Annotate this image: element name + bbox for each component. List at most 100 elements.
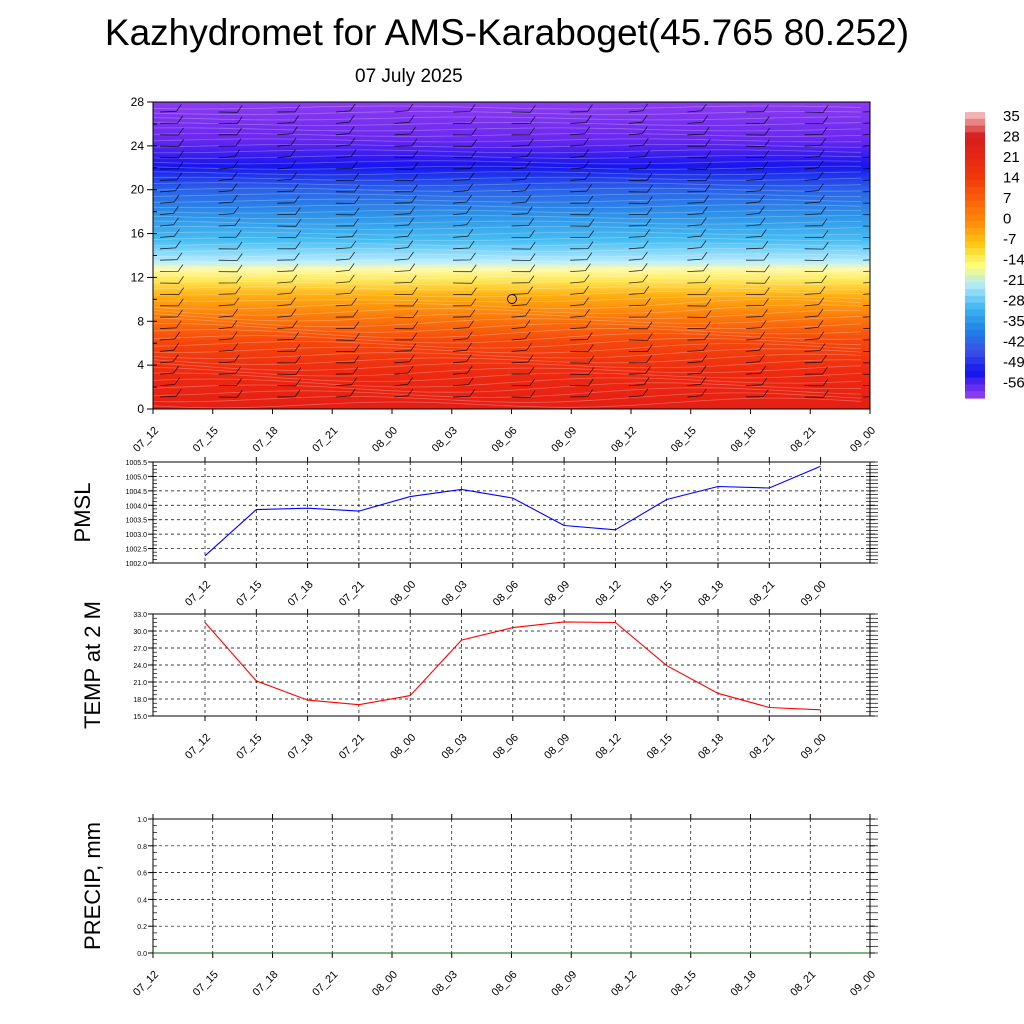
y-tick-label: 1.0: [137, 817, 147, 824]
wind-barb: [687, 310, 712, 318]
wind-barb: [628, 366, 651, 375]
wind-barb: [687, 184, 711, 193]
x-tick-label: 08_18: [696, 579, 726, 609]
wind-barb: [277, 252, 300, 261]
wind-barb: [159, 194, 180, 204]
wind-barb: [745, 229, 767, 238]
wind-barb: [745, 240, 769, 250]
contour-line: [153, 121, 862, 126]
colorbar-swatch: [965, 159, 985, 168]
wind-barb: [745, 172, 767, 181]
wind-barb: [218, 320, 238, 329]
wind-barb: [570, 285, 589, 295]
wind-barb: [335, 149, 357, 158]
contour-line: [153, 209, 862, 214]
wind-barb: [570, 149, 589, 158]
wind-barb: [804, 331, 825, 341]
wind-barb: [745, 320, 767, 329]
x-tick-label: 07_21: [310, 425, 340, 455]
wind-barb: [922, 218, 944, 226]
colorbar-label: -35: [1003, 313, 1024, 330]
wind-barb: [922, 127, 941, 135]
colorbar: 35 28 21 14 7 0 -7 -14 -21 -28 -35 -42 -49 -56: [965, 108, 1024, 399]
wind-barb: [335, 229, 358, 238]
contour-line: [153, 328, 862, 339]
wind-barb: [335, 366, 359, 375]
wind-barb: [804, 264, 828, 272]
colorbar-swatch: [965, 316, 985, 324]
wind-barb: [159, 388, 182, 398]
wind-barb: [511, 127, 535, 136]
wind-barb: [570, 219, 595, 227]
wind-barb: [863, 191, 870, 193]
wind-barb: [511, 206, 533, 215]
page-title: Kazhydromet for AMS-Karaboget(45.765 80.…: [104, 12, 910, 53]
wind-barb: [159, 161, 184, 170]
wind-barb: [511, 253, 536, 261]
wind-barb: [511, 230, 535, 238]
contour-line: [153, 242, 862, 247]
contour-line: [153, 337, 862, 349]
wind-barb: [159, 309, 183, 318]
wind-barb: [570, 355, 595, 364]
colorbar-swatch: [965, 234, 985, 242]
x-tick-label: 07_12: [183, 732, 213, 762]
contour-line: [153, 171, 862, 176]
wind-barb: [335, 251, 356, 261]
wind-barb: [863, 133, 870, 136]
wind-barb: [687, 138, 711, 147]
pmsl-panel: 1002.0 1002.5 1003.0 1003.5 1004.0 1004.5 1005…: [70, 457, 878, 609]
y-tick-label: 12: [131, 270, 145, 284]
wind-barb: [863, 270, 870, 272]
x-tick-label: 07_18: [286, 732, 316, 762]
x-tick-label: 08_00: [370, 425, 400, 455]
wind-barb: [922, 104, 941, 112]
wind-barb: [452, 139, 478, 147]
wind-barb: [159, 172, 183, 181]
colorbar-swatch: [965, 329, 985, 338]
x-tick-label: 08_15: [669, 425, 699, 455]
wind-barb: [335, 114, 355, 124]
colorbar-swatch: [965, 214, 985, 222]
x-tick-label: 07_12: [131, 969, 161, 999]
wind-barb: [570, 230, 595, 239]
wind-barb: [452, 377, 474, 386]
wind-barb: [218, 194, 238, 204]
wind-barb: [277, 355, 301, 364]
wind-barb: [511, 116, 536, 125]
wind-barb: [159, 139, 185, 147]
temp-ylabel: TEMP at 2 M: [80, 601, 105, 729]
wind-barb: [159, 127, 184, 136]
wind-barb: [335, 207, 360, 216]
contour-line: [153, 343, 862, 354]
wind-barb: [277, 160, 297, 170]
x-tick-label: 07_12: [131, 425, 161, 455]
wind-barb: [628, 218, 652, 227]
wind-barb: [628, 207, 653, 215]
wind-barb: [394, 354, 415, 364]
wind-barb: [745, 183, 766, 193]
contour-line: [153, 231, 862, 236]
wind-barb: [628, 114, 648, 124]
y-tick-label: 0.8: [137, 844, 147, 851]
wind-barb: [218, 218, 241, 227]
x-tick-label: 08_21: [788, 969, 818, 999]
wind-barb: [394, 195, 417, 204]
wind-barb: [394, 126, 416, 136]
x-tick-label: 08_15: [645, 732, 675, 762]
wind-barb: [277, 115, 300, 124]
x-tick-label: 09_00: [848, 969, 878, 999]
y-tick-label: 1004.0: [126, 503, 148, 510]
wind-barb: [687, 228, 707, 238]
contour-line: [153, 127, 862, 132]
wind-barb: [570, 308, 590, 318]
contour-line: [153, 295, 862, 303]
colorbar-swatch: [965, 152, 985, 161]
wind-barb: [628, 229, 651, 238]
wind-barb: [863, 259, 870, 261]
wind-barb: [745, 331, 766, 341]
wind-barb: [804, 343, 826, 352]
colorbar-label: 7: [1003, 190, 1011, 207]
wind-barb: [628, 355, 652, 364]
x-tick-label: 08_06: [490, 969, 520, 999]
